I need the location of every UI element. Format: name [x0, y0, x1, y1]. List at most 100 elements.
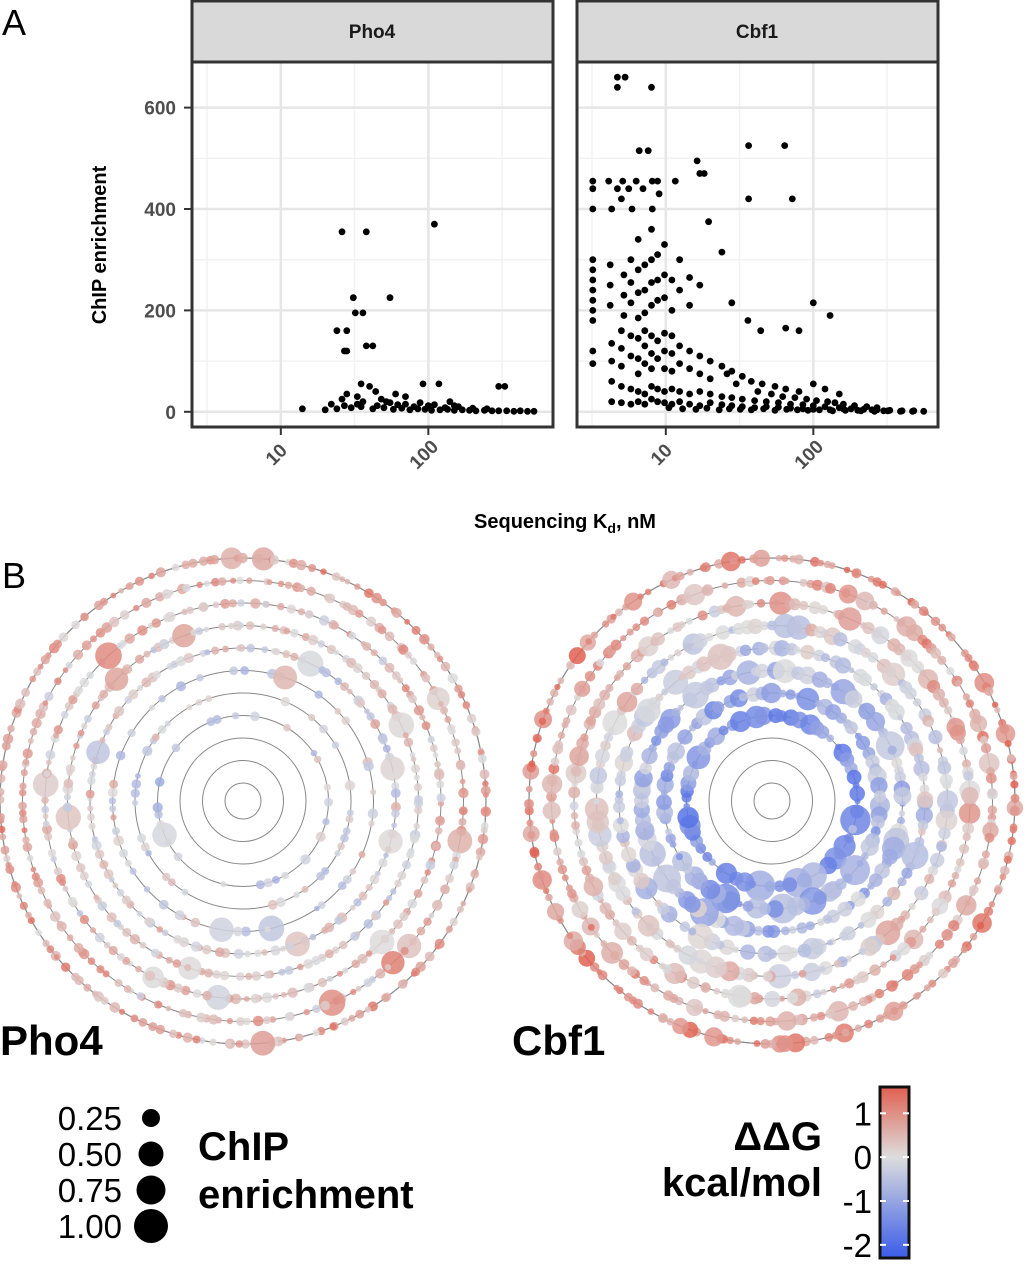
- polar-point: [570, 812, 579, 820]
- polar-point: [394, 879, 402, 888]
- polar-point: [379, 598, 386, 606]
- polar-point: [346, 809, 354, 817]
- polar-point: [785, 689, 796, 700]
- data-point: [824, 398, 831, 406]
- polar-point: [614, 922, 632, 940]
- data-point: [386, 294, 394, 302]
- polar-point: [757, 945, 774, 963]
- polar-point: [391, 782, 400, 790]
- polar-point: [723, 915, 745, 936]
- polar-point: [273, 648, 281, 656]
- polar-point: [889, 954, 897, 961]
- polar-label-pho4: Pho4: [0, 1017, 103, 1064]
- polar-point: [602, 710, 628, 736]
- polar-point: [155, 567, 166, 578]
- polar-point: [480, 826, 488, 834]
- polar-point: [881, 662, 906, 686]
- data-point: [353, 393, 361, 400]
- polar-point: [466, 713, 477, 724]
- polar-point: [901, 867, 913, 879]
- polar-point: [553, 847, 562, 856]
- data-point: [661, 329, 668, 337]
- polar-point: [1007, 836, 1016, 846]
- data-point: [654, 337, 661, 345]
- polar-point: [92, 990, 99, 998]
- polar-point: [959, 843, 970, 854]
- data-point: [357, 380, 365, 388]
- data-point: [754, 388, 762, 395]
- polar-point: [190, 917, 201, 928]
- data-point: [686, 390, 693, 398]
- polar-point: [109, 805, 117, 813]
- polar-point: [141, 597, 152, 608]
- polar-point: [434, 761, 441, 768]
- data-point: [799, 405, 807, 413]
- polar-point: [89, 927, 97, 934]
- polar-point: [720, 988, 731, 999]
- data-point: [343, 390, 351, 398]
- data-point: [668, 350, 676, 357]
- polar-point: [959, 746, 968, 756]
- polar-point: [90, 635, 97, 643]
- polar-point: [68, 837, 76, 844]
- polar-point: [119, 610, 130, 620]
- polar-point: [384, 964, 392, 971]
- polar-point: [639, 762, 652, 775]
- polar-point: [647, 1008, 655, 1015]
- data-point: [783, 405, 791, 413]
- data-point: [758, 380, 766, 388]
- data-point: [676, 256, 683, 264]
- data-point: [495, 383, 503, 390]
- polar-point: [172, 959, 182, 968]
- polar-point: [176, 681, 186, 692]
- polar-point: [630, 682, 644, 696]
- data-point: [671, 177, 679, 185]
- polar-point: [791, 970, 800, 980]
- data-point: [618, 383, 625, 390]
- data-point: [390, 405, 397, 413]
- polar-point: [942, 780, 952, 790]
- polar-point: [158, 695, 166, 703]
- polar-point: [677, 806, 699, 829]
- data-point: [369, 342, 377, 350]
- polar-point: [434, 943, 441, 950]
- polar-point: [264, 926, 271, 933]
- data-point: [826, 312, 834, 319]
- data-point: [353, 400, 361, 408]
- polar-point: [667, 627, 675, 635]
- data-point: [760, 405, 767, 413]
- polar-point: [71, 850, 82, 862]
- polar-point: [838, 607, 862, 631]
- polar-point: [825, 583, 836, 594]
- polar-point: [674, 649, 682, 657]
- polar-point: [574, 680, 591, 697]
- polar-point: [235, 1040, 244, 1048]
- polar-point: [209, 555, 220, 565]
- data-point: [618, 195, 625, 203]
- data-point: [809, 380, 817, 388]
- polar-point: [406, 851, 414, 859]
- data-point: [524, 407, 531, 415]
- polar-point: [340, 1017, 349, 1026]
- polar-point: [946, 667, 955, 676]
- polar-point: [334, 707, 342, 715]
- data-point: [431, 220, 438, 228]
- data-point: [648, 395, 655, 403]
- polar-point: [140, 842, 150, 852]
- polar-point: [932, 688, 946, 701]
- polar-point: [812, 989, 822, 999]
- data-point: [341, 402, 348, 410]
- data-point: [606, 301, 614, 309]
- color-legend-title-line1: ΔΔG: [733, 1115, 822, 1159]
- ring-circle: [731, 760, 813, 842]
- data-point: [608, 378, 616, 385]
- polar-point: [702, 851, 713, 862]
- polar-point: [605, 684, 614, 692]
- polar-point: [233, 948, 244, 959]
- polar-point: [318, 615, 330, 626]
- polar-point: [312, 1004, 321, 1014]
- polar-point: [263, 878, 273, 888]
- polar-point: [835, 712, 847, 724]
- polar-point: [988, 901, 996, 908]
- polar-point: [83, 983, 92, 992]
